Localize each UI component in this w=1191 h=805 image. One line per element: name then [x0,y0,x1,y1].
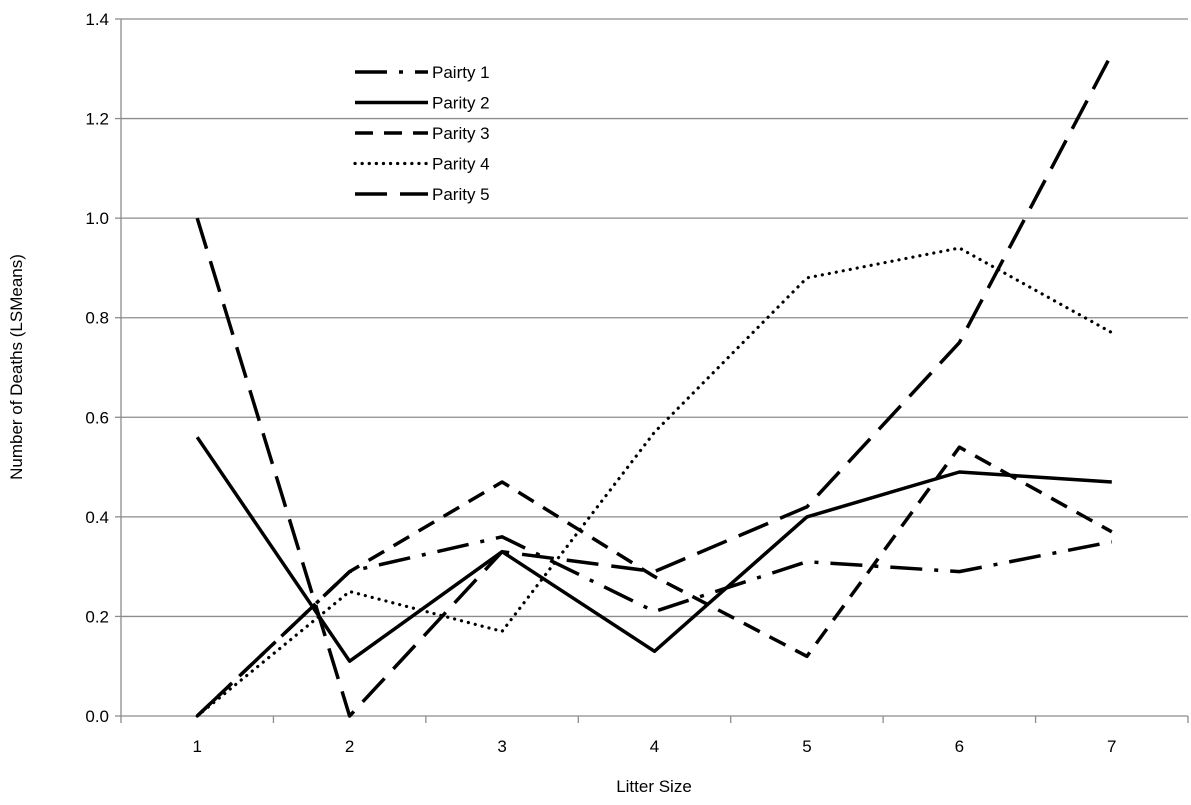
series-line-1 [197,537,1112,716]
x-tick-label: 3 [497,737,506,756]
legend-label-4: Parity 4 [432,155,490,174]
y-tick-label: 1.4 [85,10,109,29]
x-tick-label: 6 [955,737,964,756]
x-tick-label: 5 [802,737,811,756]
legend-label-3: Parity 3 [432,124,490,143]
x-axis-title: Litter Size [616,777,692,796]
legend-label-5: Parity 5 [432,185,490,204]
y-tick-label: 0.8 [85,309,109,328]
gridlines [121,19,1188,616]
y-axis-title: Number of Deaths (LSMeans) [7,254,26,480]
axes: 0.0 0.2 0.4 0.6 0.8 1.0 1.2 1.4 1 2 3 4 5 6 7 [85,10,1188,756]
legend-label-1: Pairty 1 [432,63,490,82]
y-tick-label: 1.2 [85,110,109,129]
y-tick-label: 0.4 [85,508,109,527]
legend: Pairty 1 Parity 2 Parity 3 Parity 4 Parity 5 [355,63,490,204]
y-tick-label: 1.0 [85,209,109,228]
legend-label-2: Parity 2 [432,94,490,113]
x-tick-label: 1 [192,737,201,756]
y-tick-label: 0.2 [85,607,109,626]
series-line-3 [197,447,1112,716]
series-line-2 [197,437,1112,661]
y-tick-label: 0.0 [85,707,109,726]
x-tick-label: 4 [650,737,659,756]
x-tick-label: 2 [345,737,354,756]
x-tick-label: 7 [1107,737,1116,756]
y-tick-label: 0.6 [85,408,109,427]
